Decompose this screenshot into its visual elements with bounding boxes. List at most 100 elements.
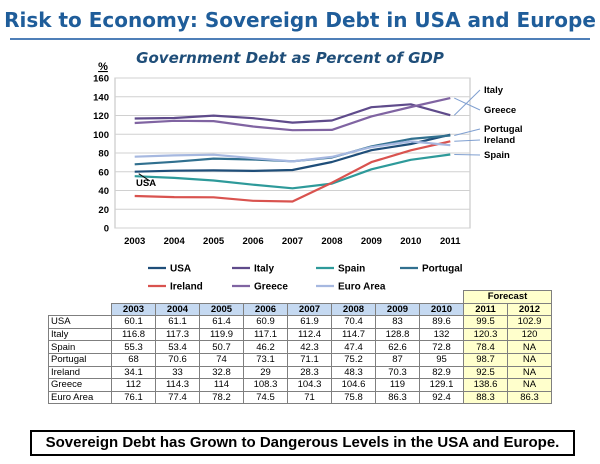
year-header-cell: 2011 bbox=[463, 302, 508, 317]
table-cell: 70.3 bbox=[375, 365, 420, 380]
annotation-arrow bbox=[454, 154, 481, 156]
table-cell: 42.3 bbox=[287, 340, 332, 354]
table-cell: 33 bbox=[155, 365, 200, 380]
table-cell: 70.6 bbox=[155, 352, 200, 367]
table-row: Euro Area 76.1 77.4 78.2 74.5 71 75.8 86.3 92.4 8… bbox=[48, 390, 552, 405]
table-cell: 92.4 bbox=[419, 390, 464, 405]
legend-label: Greece bbox=[254, 282, 288, 293]
year-header-cell: 2003 bbox=[111, 302, 156, 317]
year-header-row: 2003 2004 2005 2006 2007 2008 2009 2010 2011 2012 bbox=[49, 302, 552, 317]
x-tick-label: 2006 bbox=[242, 236, 263, 247]
legend-label: USA bbox=[170, 264, 191, 275]
table-row: Italy 116.8 117.3 119.9 117.1 112.4 114.7 128.8… bbox=[48, 327, 552, 342]
annotation-arrow-usa bbox=[138, 173, 151, 182]
table-cell: 116.8 bbox=[111, 327, 156, 342]
annotation-arrow bbox=[454, 97, 481, 111]
table-cell: 87 bbox=[375, 352, 420, 367]
table-cell: 95 bbox=[419, 352, 464, 367]
x-tick-label: 2003 bbox=[124, 236, 145, 247]
year-header-cell: 2012 bbox=[507, 302, 552, 317]
x-tick-label: 2007 bbox=[282, 236, 303, 247]
page-title: Risk to Economy: Sovereign Debt in USA a… bbox=[4, 8, 596, 32]
table-cell: 75.8 bbox=[331, 390, 376, 405]
table-cell: 114.7 bbox=[331, 327, 376, 342]
table-cell: 104.6 bbox=[331, 378, 376, 392]
table-cell: 119 bbox=[375, 378, 420, 392]
y-tick-label: 120 bbox=[93, 111, 109, 122]
chart-title: Government Debt as Percent of GDP bbox=[136, 49, 444, 67]
forecast-header: Forecast bbox=[463, 290, 552, 304]
table-cell: 117.1 bbox=[243, 327, 288, 342]
table-body: USA 60.1 61.1 61.4 60.9 61.9 70.4 83 89.6 99.5 102… bbox=[48, 315, 552, 405]
table-cell: 108.3 bbox=[243, 378, 288, 392]
table-row: Portugal 68 70.6 74 73.1 71.1 75.2 87 95 98.7 NA bbox=[48, 352, 552, 367]
debt-line-chart: 0 20 40 60 80 100 120 140 160% 2003 2004 2005 2006 20… bbox=[93, 61, 523, 293]
table-cell: NA bbox=[507, 365, 552, 380]
year-header-cell: 2006 bbox=[243, 302, 288, 317]
row-label: USA bbox=[48, 315, 112, 329]
conclusion-box: Sovereign Debt has Grown to Dangerous Le… bbox=[30, 430, 575, 456]
table-cell: 88.3 bbox=[463, 390, 508, 405]
year-header-cell: 2005 bbox=[199, 302, 244, 317]
year-header-cell: 2010 bbox=[419, 302, 464, 317]
table-cell: 75.2 bbox=[331, 352, 376, 367]
table-row: Greece 112 114.3 114 108.3 104.3 104.6 119 129.1… bbox=[48, 378, 552, 392]
table-cell: 114.3 bbox=[155, 378, 200, 392]
table-cell: 62.6 bbox=[375, 340, 420, 354]
annotation-greece: Greece bbox=[484, 105, 516, 116]
x-tick-label: 2004 bbox=[164, 236, 186, 247]
table-cell: 129.1 bbox=[419, 378, 464, 392]
table-corner bbox=[49, 291, 464, 304]
row-label: Italy bbox=[48, 327, 112, 342]
table-cell: 102.9 bbox=[507, 315, 552, 329]
legend-label: Italy bbox=[254, 264, 274, 275]
table-cell: 99.5 bbox=[463, 315, 508, 329]
y-tick-label: 60 bbox=[98, 167, 109, 178]
table-cell: 61.4 bbox=[199, 315, 244, 329]
table-cell: 77.4 bbox=[155, 390, 200, 405]
year-header-cell: 2007 bbox=[287, 302, 332, 317]
table-cell: 71.1 bbox=[287, 352, 332, 367]
table-cell: 48.3 bbox=[331, 365, 376, 380]
table-cell: NA bbox=[507, 378, 552, 392]
annotation-arrow bbox=[453, 89, 481, 116]
series-line-spain bbox=[134, 153, 451, 190]
y-tick-label: 20 bbox=[98, 205, 109, 216]
table-cell: 55.3 bbox=[111, 340, 156, 354]
table-corner-cell bbox=[49, 303, 112, 316]
y-tick-label: 40 bbox=[98, 186, 109, 197]
table-cell: 89.6 bbox=[419, 315, 464, 329]
series-line-usa bbox=[134, 133, 451, 173]
series-line-greece bbox=[134, 97, 451, 132]
series-line-italy bbox=[134, 103, 451, 124]
x-tick-label: 2008 bbox=[321, 236, 342, 247]
table-cell: 68 bbox=[111, 352, 156, 367]
table-cell: 112.4 bbox=[287, 327, 332, 342]
debt-data-table: Forecast 2003 2004 2005 2006 2007 2008 2009 201… bbox=[48, 290, 552, 405]
table-cell: 70.4 bbox=[331, 315, 376, 329]
legend-label: Ireland bbox=[170, 282, 203, 293]
table-cell: 32.8 bbox=[199, 365, 244, 380]
table-cell: NA bbox=[507, 352, 552, 367]
table-cell: 78.4 bbox=[463, 340, 508, 354]
annotation-spain: Spain bbox=[484, 150, 510, 161]
annotation-arrow bbox=[454, 139, 481, 142]
y-tick-label: 80 bbox=[98, 149, 109, 160]
y-tick-label: 160 bbox=[93, 74, 109, 85]
annotation-usa: USA bbox=[136, 178, 156, 189]
annotation-portugal: Portugal bbox=[484, 124, 523, 135]
year-header-cell: 2008 bbox=[331, 302, 376, 317]
table-cell: 61.1 bbox=[155, 315, 200, 329]
row-label: Greece bbox=[48, 378, 112, 392]
table-cell: 138.6 bbox=[463, 378, 508, 392]
table-cell: 74.5 bbox=[243, 390, 288, 405]
title-divider bbox=[10, 38, 590, 40]
legend-label: Spain bbox=[338, 264, 365, 275]
annotation-arrow bbox=[454, 128, 481, 136]
table-cell: 28.3 bbox=[287, 365, 332, 380]
series-line-ireland bbox=[134, 140, 451, 203]
table-cell: 61.9 bbox=[287, 315, 332, 329]
table-row: Spain 55.3 53.4 50.7 46.2 42.3 47.4 62.6 72.8 78.… bbox=[48, 340, 552, 354]
table-cell: 72.8 bbox=[419, 340, 464, 354]
y-tick-label: 100 bbox=[93, 130, 109, 141]
